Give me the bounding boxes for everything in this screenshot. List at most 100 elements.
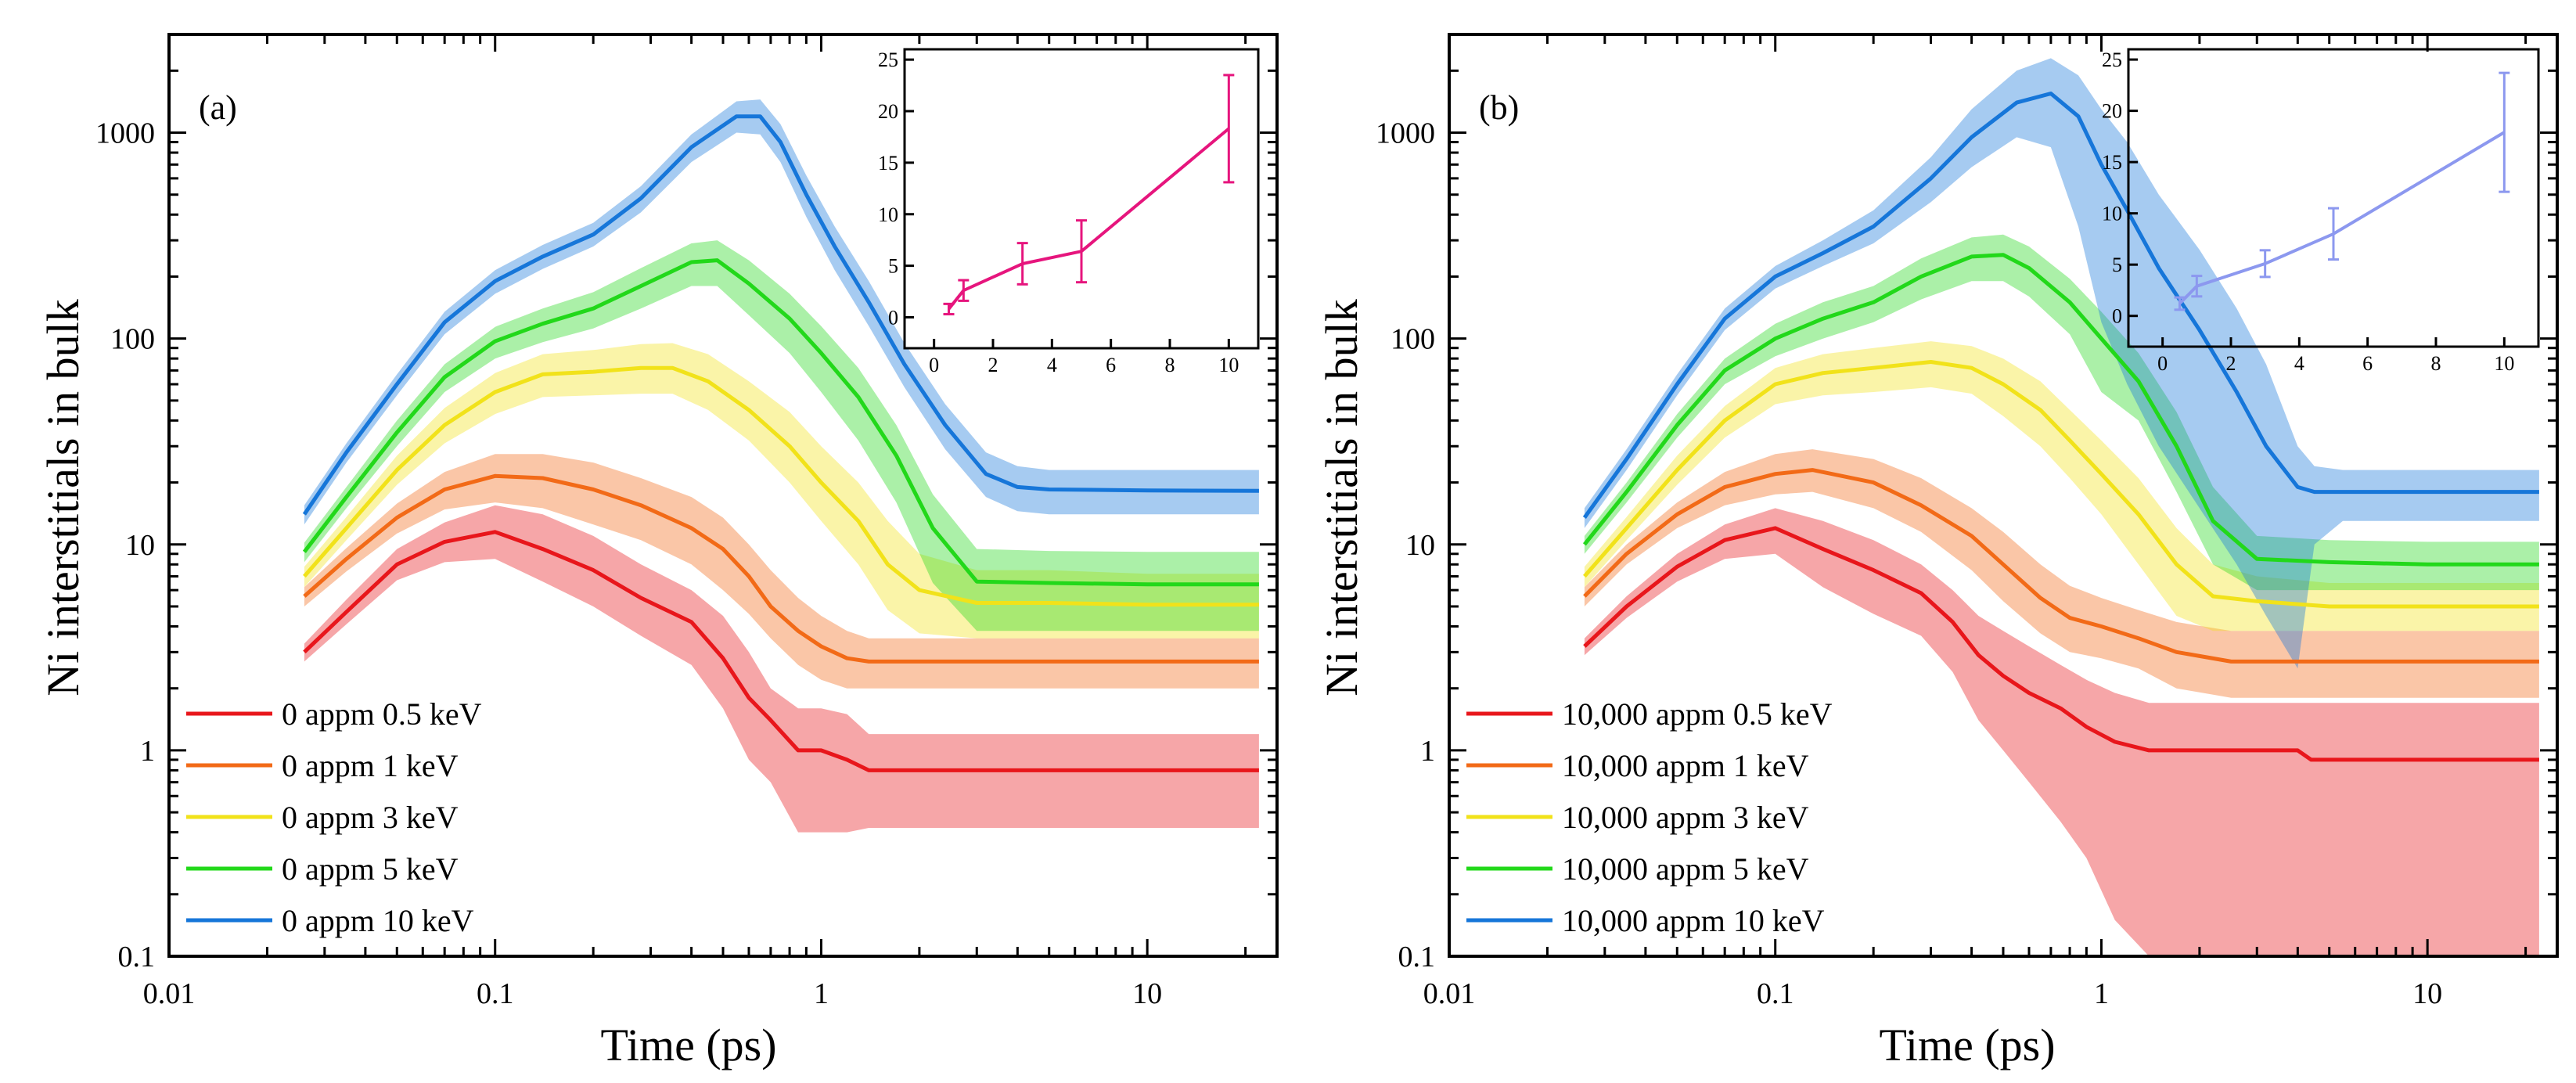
x-tick-label: 0.1 [477,977,514,1010]
error-band-0.5-kev [1584,508,2539,956]
x-tick-label: 0.01 [1423,977,1476,1010]
series-line-5-kev [302,258,1259,587]
x-tick-labels-b: 0.01 0.1 1 10 [1423,977,2442,1010]
plot-frame-b [1448,33,2559,958]
inset-data-a [943,74,1235,316]
panel-a: 0.01 0.1 1 10 0.1 1 10 100 1000 Time (ps… [38,33,1279,1070]
series-line-1-kev [1583,468,2539,664]
inset-x-tick-label: 2 [988,354,998,376]
error-band-10-kev [304,99,1259,525]
y-tick-label: 1 [1420,735,1435,768]
legend-b: 10,000 appm 0.5 keV 10,000 appm 1 keV 10,0… [1466,696,1833,938]
error-band-0.5-kev [304,505,1259,833]
legend-label-5-kev: 10,000 appm 5 keV [1562,851,1809,887]
x-axis-title-b: Time (ps) [1879,1020,2055,1070]
legend-label-1-kev: 0 appm 1 keV [282,748,459,783]
inset-y-tick-labels-a: 0 5 10 15 20 25 [878,49,898,329]
inset-ticks-a [905,58,1230,348]
x-tick-label: 1 [814,977,829,1010]
inset-x-tick-label: 6 [1106,354,1116,376]
legend-label-5-kev: 0 appm 5 keV [282,851,459,887]
series-line-10-kev [1582,92,2539,519]
y-tick-label: 0.1 [118,941,156,973]
inset-x-tick-label: 6 [2362,352,2373,375]
inset-y-tick-label: 5 [2112,254,2122,276]
inset-b: 0 2 4 6 8 10 0 5 10 15 20 25 [2102,48,2540,375]
series-lines-b [1582,92,2539,762]
inset-a: 0 2 4 6 8 10 0 5 10 15 20 25 [878,48,1260,376]
panel-label-b: (b) [1479,88,1519,127]
inset-y-tick-label: 15 [2102,151,2122,174]
inset-x-tick-label: 0 [929,354,939,376]
y-tick-labels-b: 0.1 1 10 100 1000 [1376,117,1435,973]
y-axis-title-b: Ni interstitials in bulk [1316,299,1367,696]
inset-y-tick-label: 20 [878,100,898,123]
legend-label-3-kev: 0 appm 3 keV [282,800,459,835]
x-tick-label: 1 [2094,977,2109,1010]
inset-y-tick-label: 0 [2112,305,2122,328]
series-line-1-kev [303,473,1259,664]
series-line-10-kev [302,114,1259,516]
legend-a: 0 appm 0.5 keV 0 appm 1 keV 0 appm 3 keV 0 … [186,696,482,938]
inset-ticks-b [2128,58,2506,347]
inset-x-tick-label: 8 [1165,354,1175,376]
inset-x-tick-label: 4 [1047,354,1057,376]
inset-x-tick-label: 8 [2431,352,2441,375]
x-axis-title-a: Time (ps) [600,1020,776,1070]
y-tick-label: 1000 [95,117,155,150]
inset-frame-a [903,48,1260,350]
panel-b: 0.01 0.1 1 10 0.1 1 10 100 1000 Time (ps… [1316,33,2559,1070]
panel-label-a: (a) [199,88,237,127]
error-bands-a [304,99,1259,833]
x-tick-label: 10 [2412,977,2442,1010]
inset-y-tick-label: 10 [878,203,898,226]
error-band-5-kev [304,240,1259,631]
legend-label-0.5-kev: 10,000 appm 0.5 keV [1562,696,1833,732]
inset-x-tick-label: 10 [1218,354,1239,376]
y-tick-label: 10 [125,529,155,562]
y-tick-label: 100 [1391,323,1435,356]
series-line-3-kev [303,365,1259,607]
y-tick-label: 1 [140,735,155,768]
series-line-0.5-kev [303,530,1259,772]
series-lines-a [302,114,1259,772]
inset-x-tick-labels-a: 0 2 4 6 8 10 [929,354,1239,376]
inset-x-tick-label: 4 [2294,352,2304,375]
inset-line [2178,131,2506,305]
inset-x-tick-label: 0 [2157,352,2168,375]
inset-y-tick-label: 10 [2102,203,2122,225]
legend-label-1-kev: 10,000 appm 1 keV [1562,748,1809,783]
plot-frame-a [167,33,1279,958]
series-line-5-kev [1582,253,2539,567]
legend-label-0.5-kev: 0 appm 0.5 keV [282,696,482,732]
series-line-3-kev [1583,360,2539,609]
error-band-10-kev [1584,58,2539,669]
legend-label-10-kev: 10,000 appm 10 keV [1562,903,1825,938]
y-tick-labels-a: 0.1 1 10 100 1000 [95,117,155,973]
inset-y-tick-label: 25 [878,49,898,71]
series-line-0.5-kev [1583,526,2539,762]
inset-data-b [2174,71,2510,311]
inset-y-tick-label: 0 [888,306,898,329]
legend-label-3-kev: 10,000 appm 3 keV [1562,800,1809,835]
x-tick-label: 10 [1132,977,1162,1010]
inset-x-tick-label: 10 [2494,352,2514,375]
y-tick-label: 1000 [1376,117,1435,150]
y-tick-label: 100 [110,323,155,356]
inset-y-tick-label: 15 [878,152,898,175]
y-tick-label: 0.1 [1398,941,1436,973]
inset-y-tick-label: 25 [2102,49,2122,71]
y-axis-title-a: Ni interstitials in bulk [38,299,88,696]
inset-x-tick-labels-b: 0 2 4 6 8 10 [2157,352,2514,375]
inset-x-tick-label: 2 [2226,352,2236,375]
error-band-3-kev [304,343,1259,639]
error-band-1-kev [304,454,1259,689]
y-tick-label: 10 [1405,529,1435,562]
x-tick-label: 0.01 [143,977,196,1010]
x-tick-label: 0.1 [1757,977,1794,1010]
error-band-1-kev [1584,449,2539,698]
inset-y-tick-label: 5 [888,255,898,278]
x-tick-labels-a: 0.01 0.1 1 10 [143,977,1162,1010]
error-band-3-kev [1584,341,2539,631]
